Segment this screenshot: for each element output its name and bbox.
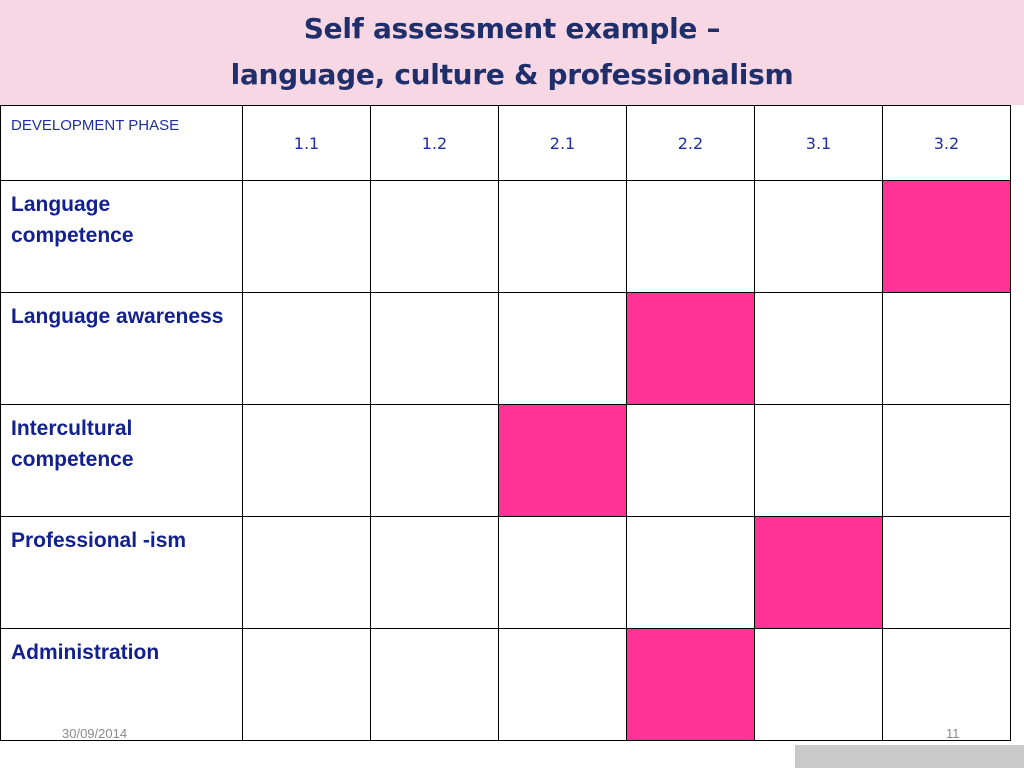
assessment-cell (882, 292, 1011, 405)
table-row: Administration (0, 628, 1011, 741)
phase-header-1-2: 1.2 (370, 105, 499, 181)
assessment-cell (242, 628, 371, 741)
assessment-cell (754, 404, 883, 517)
header-row: DEVELOPMENT PHASE 1.1 1.2 2.1 2.2 3.1 3.… (0, 105, 1011, 181)
row-label: Language awareness (11, 305, 224, 328)
row-label: Language competence (11, 193, 134, 247)
assessment-cell (626, 404, 755, 517)
assessment-cell (242, 404, 371, 517)
assessment-cell (754, 292, 883, 405)
decorative-corner-block (795, 745, 1024, 768)
assessment-cell (370, 180, 499, 293)
assessment-cell (882, 404, 1011, 517)
phase-header-1-1: 1.1 (242, 105, 371, 181)
phase-header-3-2: 3.2 (882, 105, 1011, 181)
assessment-cell (498, 292, 627, 405)
selected-phase-cell (882, 180, 1011, 293)
table-row: Professional -ism (0, 516, 1011, 629)
assessment-cell (370, 292, 499, 405)
row-label-cell: Language awareness (0, 292, 243, 405)
row-label-cell: Intercultural competence (0, 404, 243, 517)
development-phase-header: DEVELOPMENT PHASE (0, 105, 243, 181)
selected-phase-cell (626, 628, 755, 741)
assessment-cell (498, 516, 627, 629)
assessment-cell (754, 628, 883, 741)
title-banner: Self assessment example – language, cult… (0, 0, 1024, 105)
phase-header-3-1: 3.1 (754, 105, 883, 181)
row-label: Administration (11, 641, 160, 664)
row-label: Intercultural competence (11, 417, 134, 471)
assessment-cell (242, 180, 371, 293)
selected-phase-cell (498, 404, 627, 517)
phase-header-2-1: 2.1 (498, 105, 627, 181)
selected-phase-cell (626, 292, 755, 405)
table-row: Intercultural competence (0, 404, 1011, 517)
development-phase-label: DEVELOPMENT PHASE (11, 117, 180, 134)
row-label: Professional -ism (11, 529, 187, 552)
assessment-cell (626, 516, 755, 629)
assessment-cell (370, 404, 499, 517)
assessment-cell (370, 628, 499, 741)
assessment-cell (754, 180, 883, 293)
table-row: Language awareness (0, 292, 1011, 405)
assessment-cell (370, 516, 499, 629)
slide-title-line-1: Self assessment example – (303, 12, 721, 45)
row-label-cell: Professional -ism (0, 516, 243, 629)
assessment-cell (626, 180, 755, 293)
footer-date: 30/09/2014 (62, 726, 128, 741)
assessment-cell (882, 516, 1011, 629)
assessment-cell (498, 180, 627, 293)
slide-number: 11 (946, 726, 960, 741)
selected-phase-cell (754, 516, 883, 629)
phase-header-2-2: 2.2 (626, 105, 755, 181)
assessment-cell (882, 628, 1011, 741)
assessment-cell (498, 628, 627, 741)
assessment-cell (242, 516, 371, 629)
assessment-cell (242, 292, 371, 405)
slide-title-line-2: language, culture & professionalism (230, 58, 794, 91)
self-assessment-table: DEVELOPMENT PHASE 1.1 1.2 2.1 2.2 3.1 3.… (0, 105, 1011, 741)
row-label-cell: Administration (0, 628, 243, 741)
table-row: Language competence (0, 180, 1011, 293)
row-label-cell: Language competence (0, 180, 243, 293)
